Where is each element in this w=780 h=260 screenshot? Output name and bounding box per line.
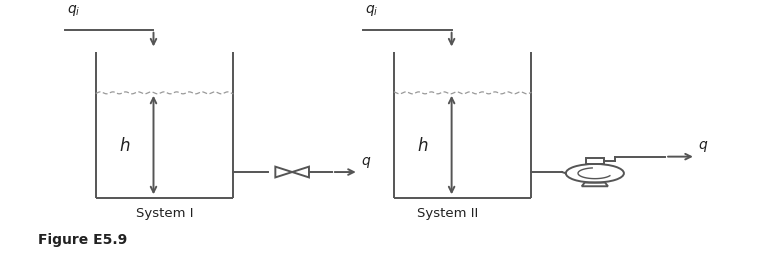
Text: $q_i$: $q_i$	[365, 3, 378, 18]
Text: $q$: $q$	[698, 139, 708, 154]
Text: $h$: $h$	[119, 137, 130, 155]
Text: $q$: $q$	[361, 155, 371, 170]
Text: $q_i$: $q_i$	[66, 3, 80, 18]
Text: $h$: $h$	[417, 137, 429, 155]
Text: System II: System II	[417, 207, 478, 220]
Text: System I: System I	[136, 207, 193, 220]
Text: Figure E5.9: Figure E5.9	[38, 233, 128, 247]
Bar	[586, 158, 604, 164]
